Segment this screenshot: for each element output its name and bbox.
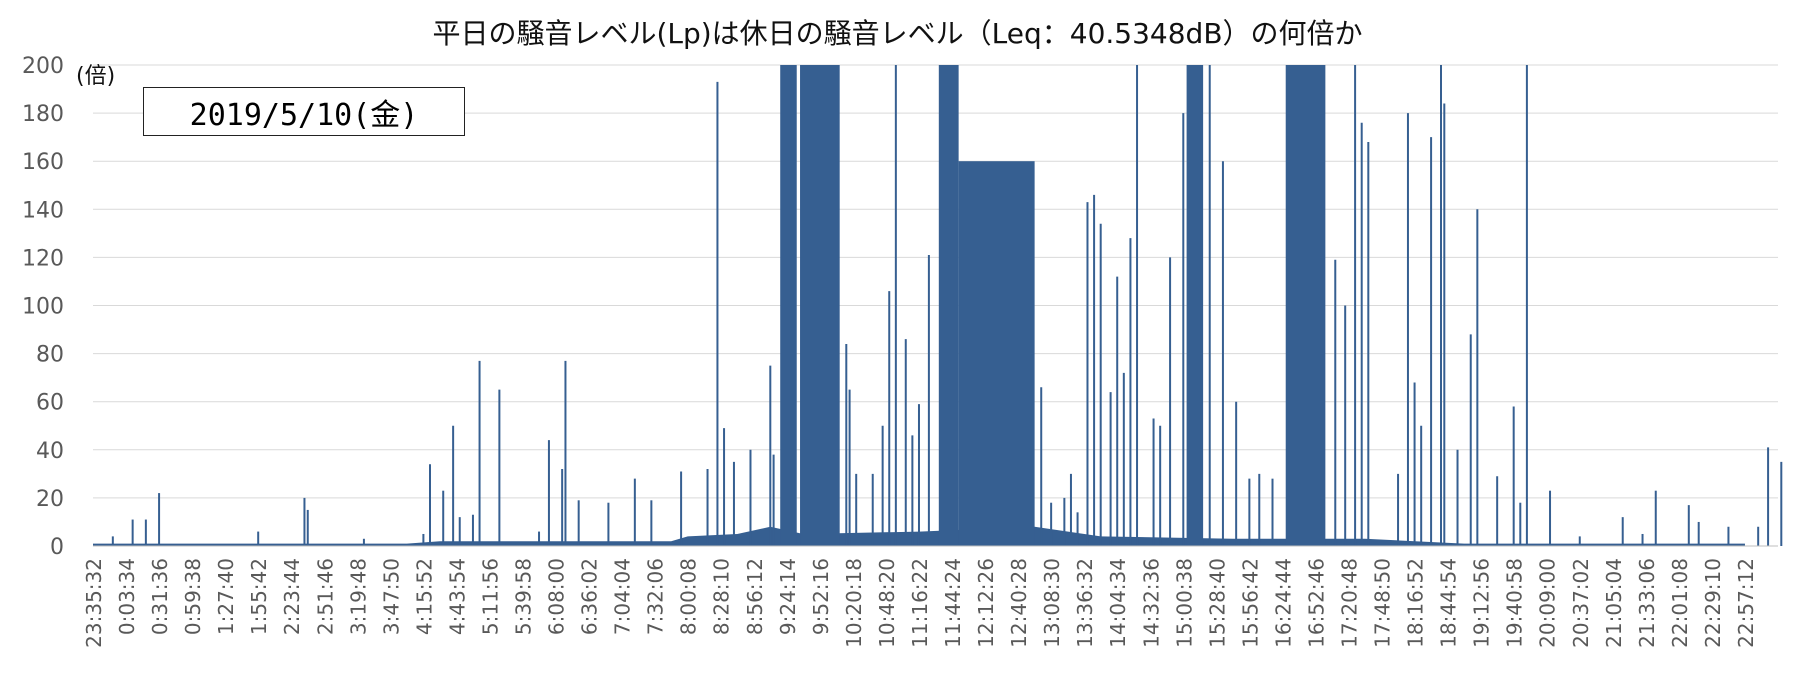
x-tick-label: 20:09:00	[1536, 558, 1560, 648]
x-tick-label: 11:16:22	[908, 558, 932, 648]
plot-area	[93, 65, 1783, 547]
x-tick-label: 11:44:24	[941, 558, 965, 648]
x-tick-label: 4:15:52	[412, 558, 436, 635]
x-tick-label: 6:36:02	[578, 558, 602, 635]
x-tick-label: 19:40:58	[1503, 558, 1527, 648]
x-tick-label: 19:12:56	[1470, 558, 1494, 648]
x-tick-label: 16:24:44	[1271, 558, 1295, 648]
x-tick-label: 22:29:10	[1701, 558, 1725, 648]
x-tick-label: 17:48:50	[1371, 558, 1395, 648]
y-tick-label: 0	[50, 535, 64, 560]
y-tick-label: 100	[22, 295, 64, 320]
x-tick-label: 8:28:10	[710, 558, 734, 635]
x-tick-label: 10:20:18	[842, 558, 866, 648]
x-tick-label: 8:56:12	[743, 558, 767, 635]
x-tick-label: 7:32:06	[644, 558, 668, 635]
y-axis-ticks: 0 20 40 60 80 100 120 140 160 180 200	[22, 54, 64, 560]
y-tick-label: 120	[22, 246, 64, 271]
series-saturated-region	[1285, 65, 1326, 546]
y-tick-label: 80	[36, 343, 64, 368]
x-tick-label: 7:04:04	[611, 558, 635, 635]
x-tick-label: 5:11:56	[478, 558, 502, 635]
y-tick-label: 160	[22, 150, 64, 175]
x-tick-label: 21:33:06	[1635, 558, 1659, 648]
x-tick-label: 2:23:44	[280, 558, 304, 635]
x-tick-label: 3:19:48	[346, 558, 370, 635]
x-tick-label: 3:47:50	[379, 558, 403, 635]
x-tick-label: 22:01:08	[1668, 558, 1692, 648]
y-tick-label: 180	[22, 102, 64, 127]
series-saturated-region	[1186, 65, 1204, 546]
y-tick-label: 140	[22, 198, 64, 223]
x-tick-label: 13:08:30	[1040, 558, 1064, 648]
series-saturated-region	[800, 65, 840, 546]
x-tick-label: 10:48:20	[875, 558, 899, 648]
x-tick-label: 15:56:42	[1238, 558, 1262, 648]
x-tick-label: 9:24:14	[776, 558, 800, 635]
x-tick-label: 12:40:28	[1007, 558, 1031, 648]
x-tick-label: 23:35:32	[82, 558, 106, 648]
x-tick-label: 6:08:00	[545, 558, 569, 635]
x-tick-label: 4:43:54	[445, 558, 469, 635]
chart-title: 平日の騒音レベル(Lp)は休日の騒音レベル（Leq：40.5348dB）の何倍か	[432, 17, 1363, 50]
x-tick-label: 16:52:46	[1304, 558, 1328, 648]
x-tick-label: 17:20:48	[1337, 558, 1361, 648]
x-tick-label: 15:00:38	[1172, 558, 1196, 648]
x-tick-label: 0:59:38	[181, 558, 205, 635]
y-tick-label: 60	[36, 391, 64, 416]
y-unit-label: (倍)	[76, 64, 116, 89]
gridlines	[93, 64, 1778, 499]
series-saturated-region	[780, 65, 797, 546]
x-tick-label: 18:44:54	[1437, 558, 1461, 648]
x-tick-label: 14:04:34	[1106, 558, 1130, 648]
x-tick-label: 22:57:12	[1734, 558, 1758, 648]
x-tick-label: 18:16:52	[1404, 558, 1428, 648]
x-tick-label: 1:27:40	[214, 558, 238, 635]
x-tick-label: 5:39:58	[512, 558, 536, 635]
x-tick-label: 0:31:36	[148, 558, 172, 635]
series-saturated-region	[958, 161, 1035, 546]
x-tick-label: 13:36:32	[1073, 558, 1097, 648]
x-axis-ticks: 23:35:32 0:03:34 0:31:36 0:59:38 1:27:40 1:55…	[82, 558, 1758, 648]
x-tick-label: 1:55:42	[247, 558, 271, 635]
x-tick-label: 15:28:40	[1205, 558, 1229, 648]
x-tick-label: 8:00:08	[677, 558, 701, 635]
y-tick-label: 200	[22, 54, 64, 79]
series-saturated-region	[938, 65, 959, 546]
x-tick-label: 2:51:46	[313, 558, 337, 635]
x-tick-label: 21:05:04	[1602, 558, 1626, 648]
x-tick-label: 0:03:34	[115, 558, 139, 635]
x-tick-label: 14:32:36	[1139, 558, 1163, 648]
x-tick-label: 20:37:02	[1569, 558, 1593, 648]
date-annotation: 2019/5/10(金)	[143, 87, 465, 136]
x-tick-label: 9:52:16	[809, 558, 833, 635]
x-tick-label: 12:12:26	[974, 558, 998, 648]
y-tick-label: 40	[36, 439, 64, 464]
y-tick-label: 20	[36, 487, 64, 512]
